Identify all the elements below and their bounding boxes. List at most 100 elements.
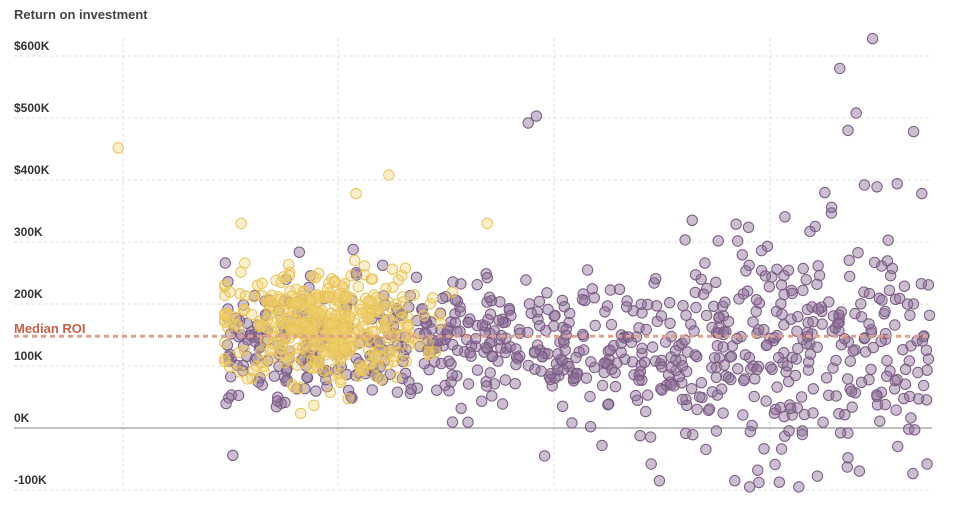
data-point	[306, 362, 319, 374]
data-point	[849, 307, 861, 320]
data-point	[634, 430, 646, 442]
data-point	[905, 412, 917, 424]
data-point	[759, 270, 772, 282]
data-point	[290, 296, 303, 308]
data-point	[853, 465, 866, 477]
data-point	[743, 481, 756, 493]
data-point	[433, 309, 446, 321]
data-point	[923, 309, 936, 321]
y-tick-label: $400K	[14, 163, 50, 177]
data-point	[235, 217, 247, 230]
data-point	[329, 310, 342, 322]
data-point	[588, 361, 601, 374]
data-point	[308, 399, 320, 411]
data-point	[899, 378, 912, 390]
data-point	[653, 475, 666, 487]
data-point	[907, 125, 920, 138]
data-point	[556, 400, 569, 412]
data-point	[530, 110, 543, 122]
data-point	[495, 342, 507, 354]
data-point	[280, 351, 292, 363]
data-point	[603, 398, 615, 410]
data-point	[299, 382, 311, 395]
data-point	[718, 326, 730, 338]
data-point	[778, 288, 790, 301]
data-point	[337, 322, 349, 334]
data-point	[783, 425, 795, 437]
data-point	[855, 376, 868, 388]
data-point	[677, 300, 689, 312]
data-point	[650, 273, 662, 285]
data-point	[898, 280, 911, 292]
data-point	[560, 323, 572, 336]
data-point	[455, 278, 467, 290]
data-point	[286, 378, 298, 391]
data-point	[881, 354, 893, 367]
data-point	[844, 270, 856, 283]
data-point	[400, 355, 412, 367]
data-point	[221, 321, 234, 334]
data-point	[795, 391, 808, 403]
data-point	[706, 386, 718, 398]
data-point	[700, 309, 713, 322]
data-point	[642, 298, 654, 311]
data-point	[347, 305, 359, 317]
data-point	[631, 394, 644, 406]
data-point	[742, 221, 755, 234]
data-point	[404, 387, 417, 400]
data-point	[579, 294, 591, 307]
data-point	[827, 310, 840, 322]
data-point	[412, 338, 424, 350]
data-point	[838, 333, 851, 345]
data-point	[834, 62, 846, 75]
data-point	[462, 378, 475, 390]
data-point	[436, 292, 449, 305]
data-point	[785, 402, 797, 414]
data-point	[233, 321, 245, 333]
data-point	[891, 178, 903, 190]
data-point	[481, 217, 493, 230]
data-point	[401, 310, 413, 322]
data-point	[809, 220, 821, 233]
data-point	[890, 404, 902, 416]
data-point	[570, 351, 582, 364]
data-point	[743, 259, 755, 271]
data-point	[446, 369, 458, 381]
data-point	[797, 284, 809, 297]
data-point	[769, 403, 782, 416]
data-point	[604, 284, 616, 296]
data-point	[232, 389, 245, 402]
data-point	[431, 384, 443, 396]
data-point	[542, 303, 554, 316]
data-point	[691, 403, 703, 416]
data-point	[392, 274, 405, 286]
data-point	[746, 419, 758, 432]
data-point	[455, 402, 467, 414]
data-point	[391, 322, 404, 334]
data-point	[766, 363, 778, 375]
data-point	[237, 340, 250, 352]
data-point	[405, 383, 417, 395]
data-point	[334, 354, 347, 366]
data-point	[604, 344, 616, 356]
data-point	[760, 395, 772, 407]
data-point	[305, 294, 317, 306]
data-point	[301, 371, 313, 383]
data-point	[737, 409, 749, 421]
data-point	[842, 373, 854, 385]
data-point	[522, 359, 535, 372]
data-point	[888, 383, 901, 395]
data-point	[665, 351, 677, 363]
data-point	[481, 272, 493, 284]
data-point	[349, 254, 361, 267]
data-point	[340, 292, 352, 304]
data-point	[496, 398, 509, 410]
y-tick-label: 100K	[14, 349, 43, 363]
data-point	[633, 322, 645, 334]
data-point	[807, 407, 819, 419]
data-point	[355, 364, 367, 377]
data-point	[706, 361, 718, 374]
data-point	[520, 274, 532, 286]
data-point	[280, 375, 292, 387]
